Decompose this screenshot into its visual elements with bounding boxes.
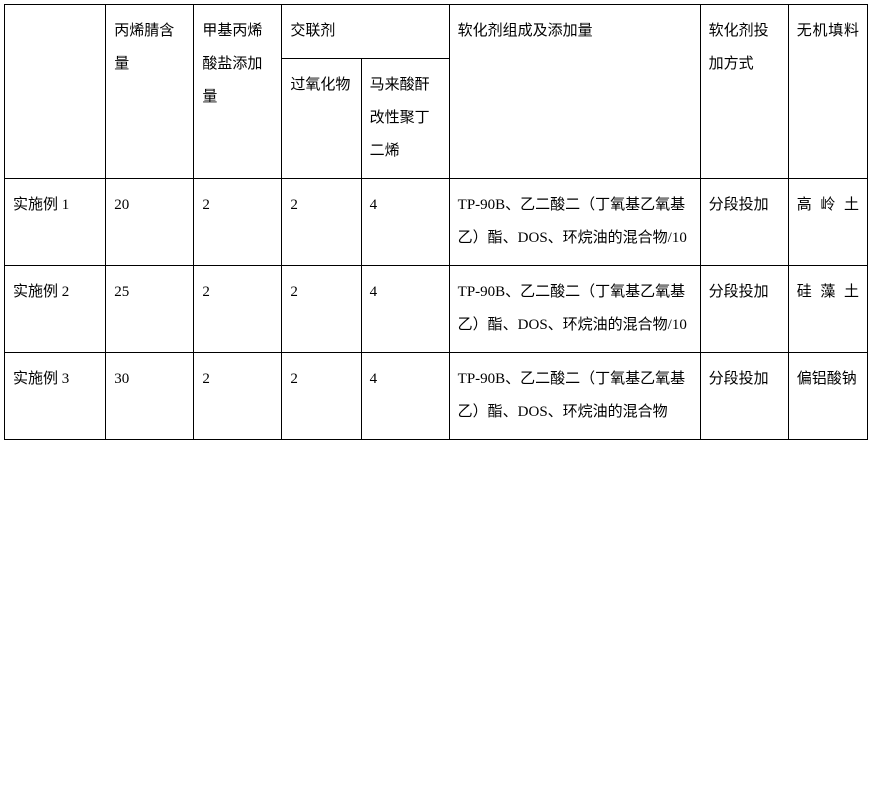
header-c6: 无机填料 [788,5,867,179]
cell-c1: 20 [106,179,194,266]
table-header: 丙烯腈含量 甲基丙烯酸盐添加量 交联剂 软化剂组成及添加量 软化剂投加方式 无机… [5,5,868,179]
header-c3b: 马来酸酐改性聚丁二烯 [361,59,449,179]
cell-c1: 25 [106,266,194,353]
cell-c1: 30 [106,353,194,440]
cell-c3a: 2 [282,179,361,266]
cell-c3a: 2 [282,353,361,440]
cell-c6: 偏铝酸钠 [788,353,867,440]
cell-c4: TP-90B、乙二酸二（丁氧基乙氧基乙）酯、DOS、环烷油的混合物/10 [449,179,700,266]
header-row-label [5,5,106,179]
table-row: 实施例 1 20 2 2 4 TP-90B、乙二酸二（丁氧基乙氧基乙）酯、DOS… [5,179,868,266]
table-body: 实施例 1 20 2 2 4 TP-90B、乙二酸二（丁氧基乙氧基乙）酯、DOS… [5,179,868,440]
cell-c4: TP-90B、乙二酸二（丁氧基乙氧基乙）酯、DOS、环烷油的混合物 [449,353,700,440]
cell-label: 实施例 1 [5,179,106,266]
cell-c3a: 2 [282,266,361,353]
cell-label: 实施例 3 [5,353,106,440]
cell-c5: 分段投加 [700,353,788,440]
cell-c2: 2 [194,179,282,266]
cell-c3b: 4 [361,266,449,353]
cell-c3b: 4 [361,353,449,440]
cell-c2: 2 [194,266,282,353]
cell-label: 实施例 2 [5,266,106,353]
header-c3: 交联剂 [282,5,449,59]
table-row: 实施例 2 25 2 2 4 TP-90B、乙二酸二（丁氧基乙氧基乙）酯、DOS… [5,266,868,353]
cell-c5: 分段投加 [700,179,788,266]
header-c5: 软化剂投加方式 [700,5,788,179]
cell-c3b: 4 [361,179,449,266]
table-row: 实施例 3 30 2 2 4 TP-90B、乙二酸二（丁氧基乙氧基乙）酯、DOS… [5,353,868,440]
header-c2: 甲基丙烯酸盐添加量 [194,5,282,179]
header-c4: 软化剂组成及添加量 [449,5,700,179]
cell-c5: 分段投加 [700,266,788,353]
header-c1: 丙烯腈含量 [106,5,194,179]
header-row-1: 丙烯腈含量 甲基丙烯酸盐添加量 交联剂 软化剂组成及添加量 软化剂投加方式 无机… [5,5,868,59]
cell-c6: 高岭土 [788,179,867,266]
cell-c4: TP-90B、乙二酸二（丁氧基乙氧基乙）酯、DOS、环烷油的混合物/10 [449,266,700,353]
cell-c6: 硅藻土 [788,266,867,353]
cell-c2: 2 [194,353,282,440]
header-c3a: 过氧化物 [282,59,361,179]
data-table: 丙烯腈含量 甲基丙烯酸盐添加量 交联剂 软化剂组成及添加量 软化剂投加方式 无机… [4,4,868,440]
